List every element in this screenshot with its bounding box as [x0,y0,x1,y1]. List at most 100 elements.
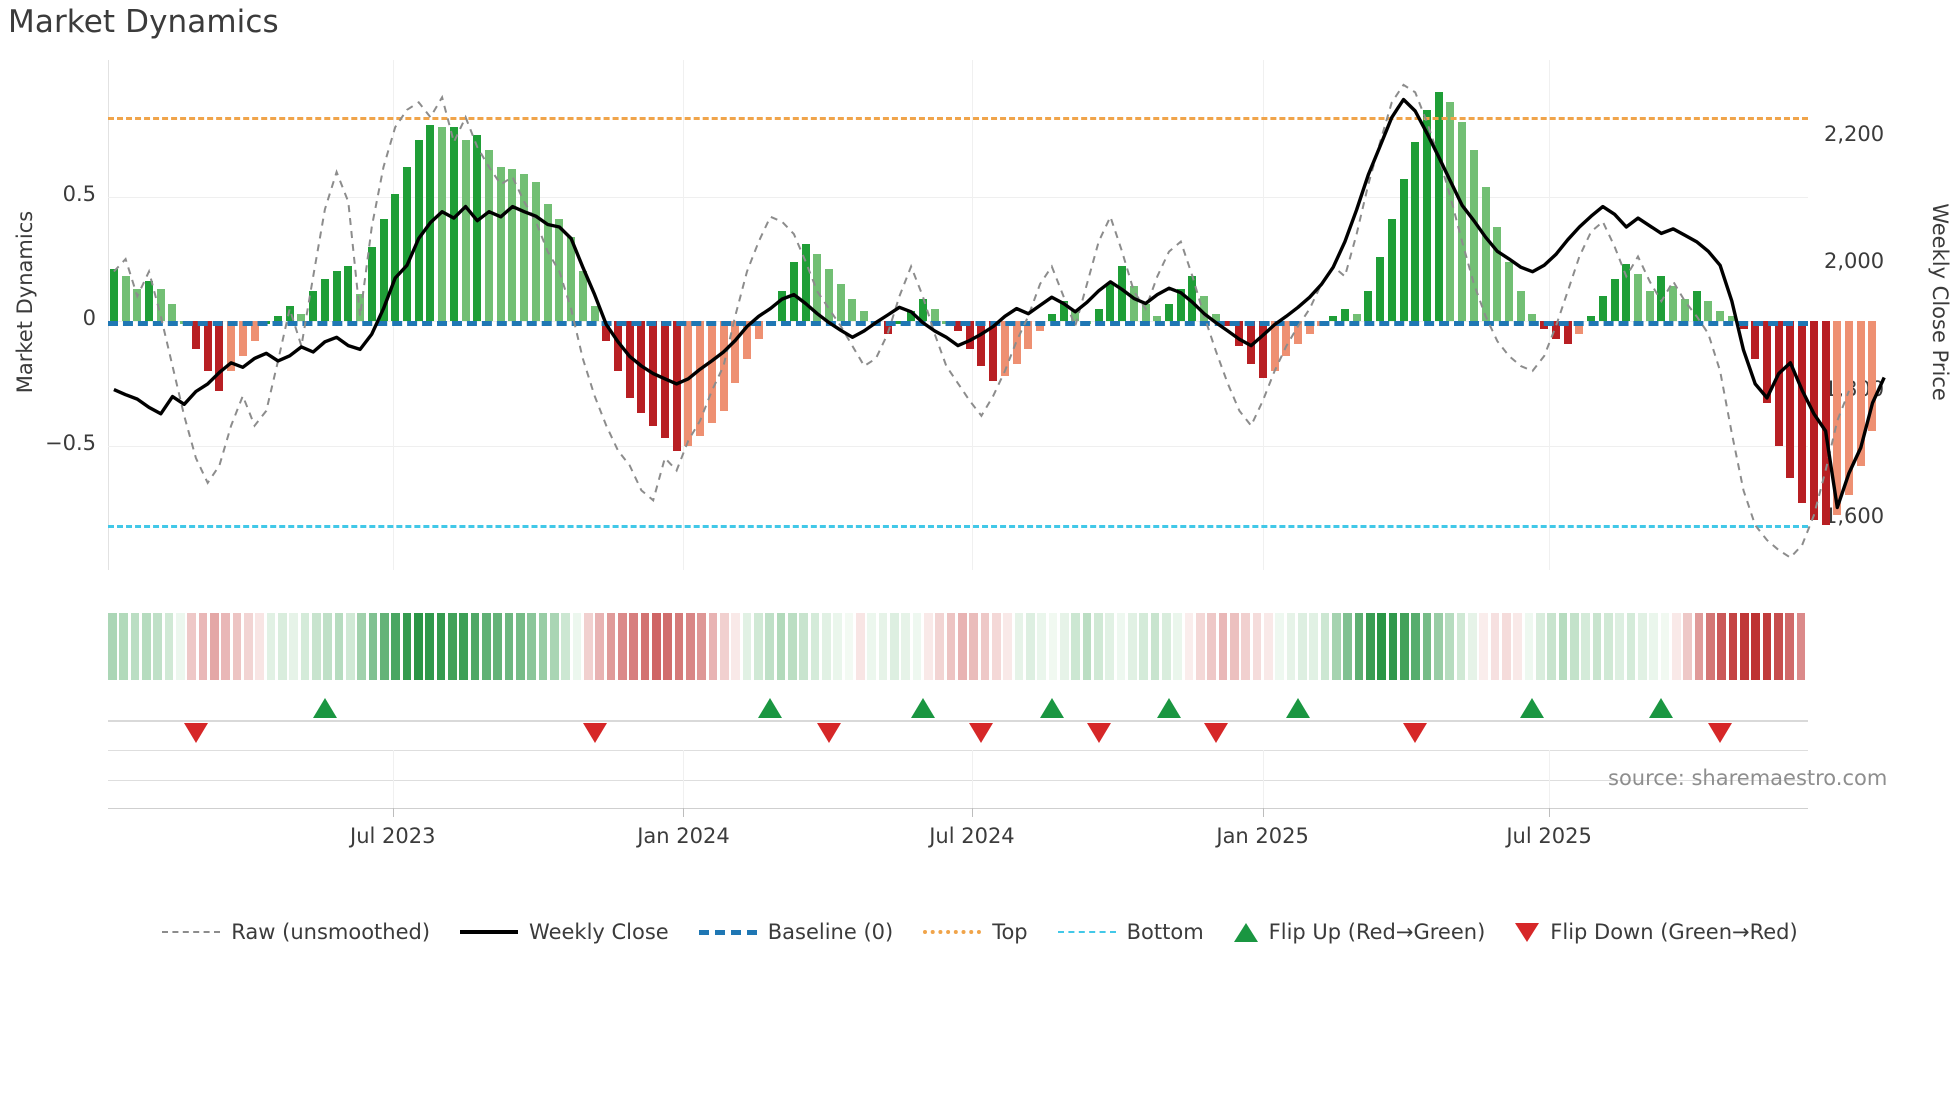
heat-cell [436,613,446,680]
bar [1012,321,1021,364]
heat-cell [1683,613,1693,680]
heat-cell [1014,613,1024,680]
legend-item[interactable]: Flip Down (Green→Red) [1515,920,1798,944]
legend-item-label: Top [992,920,1028,944]
heat-cell [618,613,627,680]
regime-heat-strip [108,613,1808,680]
y-axis-left-tick-label: −0.5 [45,430,96,455]
flip-up-marker-icon [312,698,337,718]
bar [133,288,142,322]
line-series [113,83,1886,559]
legend-item[interactable]: Raw (unsmoothed) [162,920,430,944]
legend-item[interactable]: Top [923,920,1028,944]
bar [438,127,447,322]
heat-cell [1751,613,1761,680]
heat-cell [720,613,729,680]
bar [1024,321,1033,349]
legend-line-icon [162,931,221,933]
x-tick-guide [971,750,973,808]
bar [1153,316,1162,322]
bar [543,204,552,322]
heat-cell [674,613,684,680]
legend-triangle-down-icon [1515,922,1540,942]
bar [1118,266,1127,322]
legend-item[interactable]: Flip Up (Red→Green) [1233,920,1485,944]
reference-line-top [108,117,1808,121]
heat-cell [572,613,582,680]
bar [1751,321,1760,359]
bar [836,283,845,322]
bar [813,254,822,322]
bar [1399,179,1408,322]
bar [356,293,365,322]
bar [1692,291,1701,322]
flip-baseline [108,720,1808,722]
y-axis-right-tick-label: 2,200 [1824,121,1885,146]
heat-cell [1547,613,1557,680]
heat-cell [1524,613,1534,680]
y-axis-left-tick-label: 0.5 [62,181,96,206]
heat-cell [153,613,163,680]
heat-cell [584,613,593,680]
gridline-x [971,60,973,570]
heat-cell [1422,613,1432,680]
bar [168,303,177,322]
bar [555,219,564,322]
bar [344,266,353,322]
bar [414,139,423,322]
heat-cell [697,613,707,680]
legend-item[interactable]: Baseline (0) [698,920,893,944]
flip-down-marker-icon [582,723,607,743]
bar [508,169,517,322]
heat-cell [1162,613,1171,680]
heat-cell [754,613,763,680]
heat-cell [1388,613,1398,680]
legend-item[interactable]: Weekly Close [460,920,669,944]
bar [1434,92,1443,322]
bar [883,321,892,334]
bar [1528,313,1537,322]
heat-cell [1082,613,1092,680]
heat-cell [1672,613,1681,680]
heat-cell [1139,613,1149,680]
heat-cell [334,613,344,680]
legend-item[interactable]: Bottom [1057,920,1204,944]
legend-item-label: Raw (unsmoothed) [231,920,431,944]
bar [742,321,751,359]
legend-triangle-up-icon [1233,922,1258,942]
heat-cell [550,613,559,680]
heat-cell [391,613,401,680]
heat-cell [640,613,650,680]
heat-cell [1626,613,1636,680]
bar [309,291,318,322]
bar [1680,298,1689,322]
bar [707,321,716,424]
bar [1270,321,1279,371]
heat-cell [1740,613,1749,680]
heat-cell [1048,613,1058,680]
bar [754,321,763,339]
heat-cell [856,613,865,680]
flip-down-marker-icon [1203,723,1228,743]
bar [1868,321,1877,431]
heat-cell [731,613,741,680]
heat-cell [516,613,525,680]
heat-cell [969,613,979,680]
bar [1821,321,1830,526]
bar [1059,301,1068,322]
bar [1129,286,1138,322]
heat-cell [323,613,333,680]
bar [1704,301,1713,322]
x-axis-area: Jul 2023 Jan 2024 Jul 2024 Jan 2025 Jul 2025 [108,750,1808,848]
heat-cell [844,613,854,680]
bar [250,321,259,342]
heat-cell [255,613,265,680]
legend-line-icon [1057,931,1116,933]
heat-cell [470,613,480,680]
bar [1798,321,1807,503]
bar [1000,321,1009,376]
bar [907,311,916,322]
bar [1774,321,1783,446]
gridline-y [108,445,1808,447]
